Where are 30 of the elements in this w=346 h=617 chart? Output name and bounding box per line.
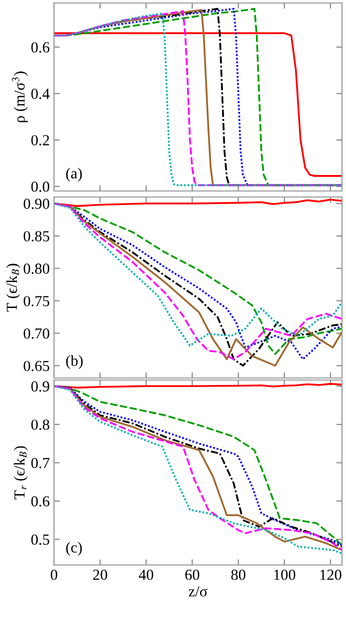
x-tick-label: 100 [274, 570, 296, 580]
y-tick-label: 0.70 [24, 328, 50, 339]
y-tick-label: 0.0 [31, 182, 50, 192]
annotation: (a) [66, 168, 82, 182]
x-tick-label: 120 [320, 570, 342, 580]
x-tick-label: 20 [93, 570, 108, 580]
y-tick-label: 0.9 [31, 381, 50, 392]
annotation: (b) [66, 355, 83, 369]
y-axis-title: T (ϵ/k$_{B}$) [6, 264, 20, 312]
x-axis-title: z/σ [188, 586, 208, 597]
x-tick-label: 80 [231, 570, 246, 580]
y-tick-label: 0.8 [31, 420, 50, 430]
x-tick-label: 0 [50, 570, 58, 580]
line-series [54, 198, 342, 207]
x-tick-label: 60 [185, 570, 200, 580]
y-tick-label: 0.4 [31, 88, 50, 100]
y-tick-label: 0.90 [24, 198, 50, 210]
y-tick-label: 0.80 [24, 264, 50, 274]
y-tick-label: 0.5 [31, 534, 50, 545]
y-tick-label: 0.7 [31, 458, 50, 468]
y-tick-label: 0.2 [31, 135, 49, 146]
y-axis-title: ρ (m/σ$^{3}$) [12, 72, 28, 122]
y-tick-label: 0.85 [24, 231, 50, 242]
y-axis-title: T$_{r}$ (ϵ/k$_{B}$) [14, 446, 28, 500]
y-tick-label: 0.6 [31, 496, 50, 507]
y-tick-label: 0.75 [24, 296, 50, 306]
y-tick-label: 0.65 [24, 360, 50, 372]
annotation: (c) [66, 542, 82, 556]
y-tick-label: 0.6 [31, 42, 50, 53]
x-tick-label: 40 [138, 570, 154, 580]
